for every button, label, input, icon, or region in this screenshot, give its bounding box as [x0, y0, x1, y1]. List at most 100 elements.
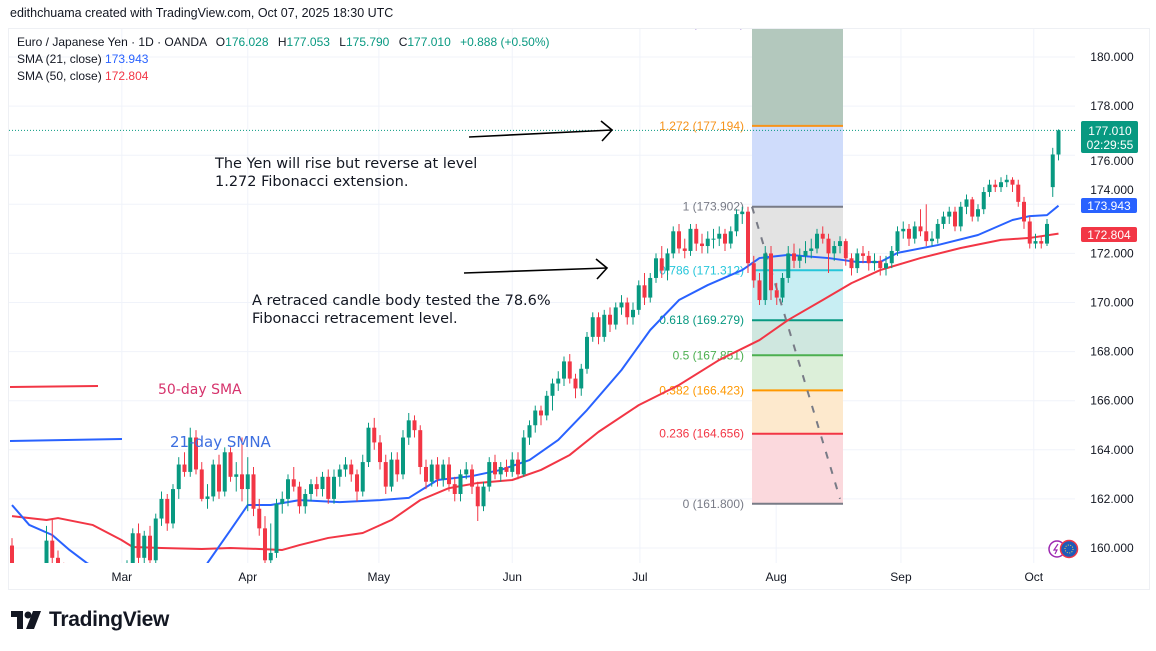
candle-body — [861, 253, 865, 256]
candle-body — [711, 238, 716, 240]
candle-down — [136, 523, 141, 563]
candle-body — [648, 277, 653, 298]
candle-up — [458, 469, 463, 502]
candle-body — [642, 285, 647, 298]
candle-body — [22, 575, 26, 577]
price-tick-label: 178.000 — [1090, 99, 1134, 113]
candle-body — [723, 233, 727, 244]
candle-down — [395, 452, 400, 482]
candle-body — [493, 462, 497, 475]
candle-body — [153, 518, 158, 561]
symbol-title[interactable]: Euro / Japanese Yen · 1D · OANDA — [17, 35, 207, 49]
candle-body — [544, 395, 549, 416]
candle-up — [533, 405, 538, 433]
candle-body — [291, 479, 296, 487]
candle-down — [493, 454, 497, 480]
last-price-value: 177.010 — [1088, 124, 1132, 138]
candle-body — [774, 290, 779, 298]
candle-up — [855, 248, 860, 274]
candle-up — [39, 565, 43, 582]
candle-down — [56, 550, 60, 563]
candle-body — [217, 464, 221, 492]
price-tick-label: 172.000 — [1090, 246, 1134, 260]
candle-up — [33, 573, 37, 590]
price-tick-label: 168.000 — [1090, 345, 1134, 359]
close-label: C — [398, 35, 408, 49]
candle-body — [349, 464, 354, 475]
candle-body — [366, 427, 371, 463]
price-axis[interactable]: 160.000 162.000 164.000 166.000 168.000 170.0… — [1090, 50, 1134, 555]
candle-up — [872, 253, 877, 271]
candle-up — [590, 312, 595, 342]
candle-down — [418, 425, 423, 475]
candle-body — [435, 464, 440, 480]
candle-body — [843, 241, 848, 259]
candle-down — [50, 518, 55, 563]
candle-body — [981, 192, 986, 210]
candle-body — [355, 474, 359, 492]
tradingview-logo[interactable]: TradingView — [11, 608, 169, 632]
candle-down — [700, 233, 704, 254]
candle-down — [470, 464, 474, 494]
candle-body — [705, 238, 710, 247]
fib-level-label: 1.272 (177.194) — [659, 119, 744, 133]
candle-body — [567, 361, 572, 379]
candle-down — [723, 228, 727, 251]
candle-body — [234, 474, 239, 477]
candle-body — [389, 459, 394, 487]
candle-up — [717, 226, 722, 247]
candle-up — [481, 481, 486, 512]
high-value: 177.053 — [286, 35, 330, 49]
candle-down — [573, 373, 578, 399]
candle-down — [820, 226, 825, 244]
sma21-legend-line — [9, 438, 123, 442]
candle-up — [211, 459, 216, 502]
candle-body — [970, 199, 975, 217]
candle-up — [838, 236, 842, 254]
candle-body — [326, 476, 331, 499]
candle-down — [970, 196, 975, 222]
candle-down — [27, 568, 31, 585]
candle-body — [1050, 154, 1055, 188]
candle-body — [205, 496, 210, 499]
price-tick-label: 174.000 — [1090, 183, 1134, 197]
currency-flags-icon — [1048, 539, 1079, 559]
candle-body — [320, 476, 325, 490]
candle-body — [556, 378, 561, 384]
candle-down — [447, 457, 451, 492]
candle-up — [245, 457, 250, 512]
candle-body — [429, 464, 434, 482]
candle-body — [797, 255, 802, 261]
candle-body — [159, 498, 164, 519]
fib-zone-1.272 — [752, 125, 843, 207]
fib-level-label: 1.618 (181.382) — [659, 16, 744, 30]
sma50-row[interactable]: SMA (50, close) 172.804 — [17, 68, 550, 85]
candle-up — [930, 231, 934, 247]
candle-up — [487, 457, 492, 492]
time-axis[interactable]: Mar Apr May Jun Jul Aug Sep Oct — [111, 570, 1043, 584]
candle-down — [907, 223, 911, 247]
candle-body — [1045, 223, 1049, 244]
candle-body — [636, 285, 641, 310]
candle-body — [1010, 179, 1015, 185]
time-tick-label: Jun — [503, 570, 522, 584]
candle-down — [297, 481, 302, 514]
open-label: O — [215, 35, 226, 49]
candle-body — [378, 442, 382, 463]
candle-body — [383, 462, 388, 487]
sma21-row[interactable]: SMA (21, close) 173.943 — [17, 51, 550, 68]
candle-body — [510, 459, 515, 472]
candle-down — [596, 312, 601, 345]
candle-down — [1016, 179, 1021, 207]
arrow-to-extension — [468, 120, 614, 142]
open-value: 176.028 — [225, 35, 269, 49]
candle-body — [694, 228, 699, 244]
candle-down — [383, 454, 388, 494]
candle-up — [780, 273, 785, 303]
candle-body — [280, 498, 285, 504]
candle-body — [987, 184, 992, 193]
candle-body — [130, 533, 135, 563]
candle-down — [182, 452, 187, 477]
time-tick-label: May — [368, 570, 391, 584]
